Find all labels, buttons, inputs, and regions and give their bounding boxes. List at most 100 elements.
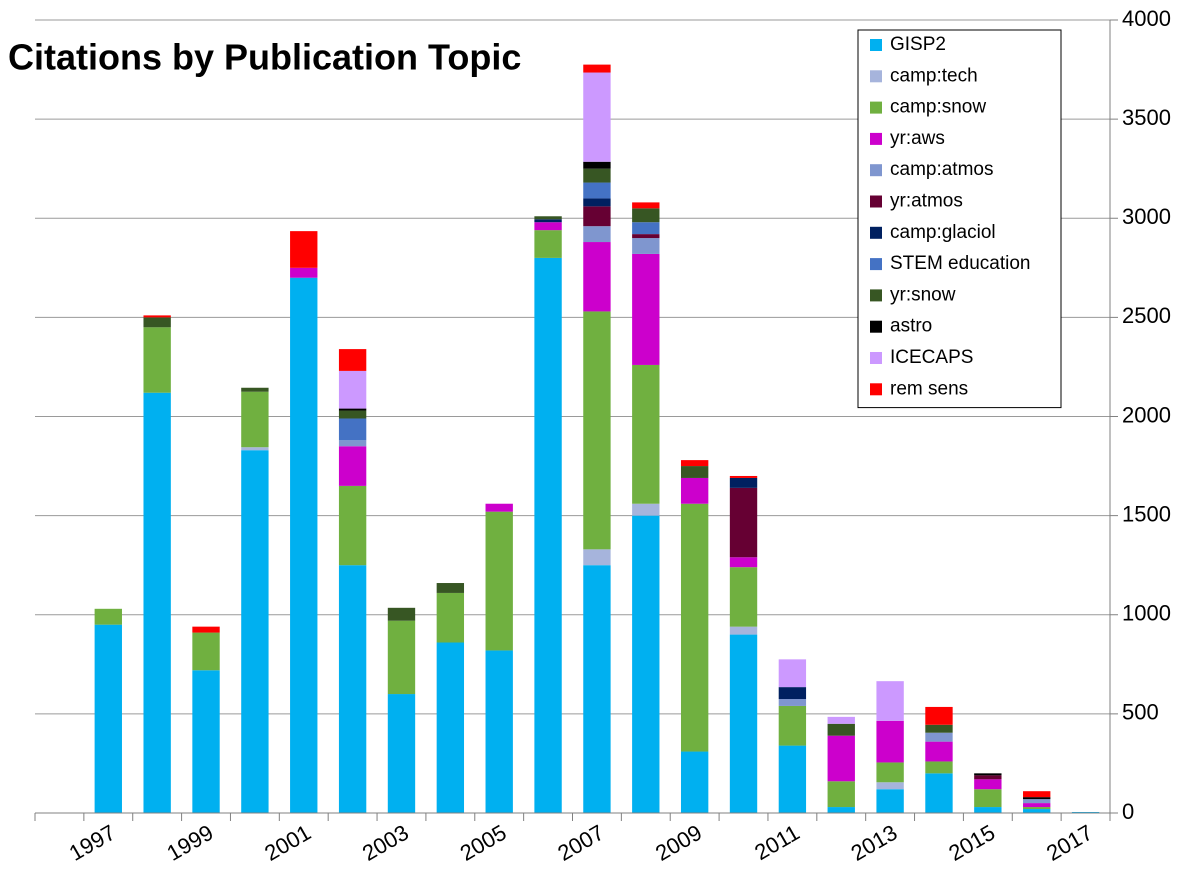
bar-segment [729, 475, 758, 478]
bar-segment [192, 632, 220, 671]
legend-swatch [870, 226, 882, 239]
bar-segment [729, 557, 758, 568]
bar-segment [583, 226, 611, 243]
legend-label: yr:aws [890, 128, 945, 149]
legend-label: STEM education [890, 253, 1030, 274]
bar-segment [778, 699, 807, 706]
bar-segment [1023, 791, 1051, 798]
bar-segment [778, 745, 807, 813]
bar-segment [876, 782, 904, 790]
legend-swatch [870, 101, 882, 114]
bar-segment [974, 807, 1002, 813]
bar-segment [143, 327, 171, 393]
bar-segment [485, 650, 513, 813]
bar-segment [534, 230, 562, 258]
legend-label: GISP2 [890, 34, 946, 55]
bar-segment [925, 724, 953, 733]
legend-label: yr:atmos [890, 191, 963, 212]
bar-segment [778, 687, 807, 700]
bar-segment [143, 315, 171, 318]
bar-segment [241, 387, 269, 392]
bar-segment [1023, 797, 1051, 800]
bar-segment [338, 349, 367, 371]
legend-label: camp:snow [890, 97, 986, 118]
bar-segment [827, 716, 855, 724]
x-tick-label: 2011 [750, 820, 803, 865]
bar-segment [632, 234, 660, 239]
bar-segment [827, 735, 855, 782]
bar-segment [925, 706, 953, 725]
bar-segment [680, 466, 709, 478]
legend-label: astro [890, 316, 932, 337]
bar-segment [827, 781, 855, 808]
bar-segment [680, 503, 709, 752]
y-tick-label: 4000 [1122, 6, 1171, 31]
bar-segment [583, 168, 611, 183]
bar-segment [632, 503, 660, 516]
legend-label: yr:snow [890, 284, 956, 305]
bar-segment [583, 206, 611, 227]
bar-segment [1023, 803, 1051, 808]
bar-segment [338, 370, 367, 409]
bar-segment [583, 161, 611, 169]
bar-segment [876, 681, 904, 721]
legend-swatch [870, 195, 882, 208]
y-tick-label: 2500 [1122, 303, 1171, 328]
bar-segment [1023, 809, 1051, 813]
bar-segment [387, 620, 416, 695]
bar-segment [583, 565, 611, 813]
x-tick-label: 1999 [163, 820, 218, 866]
bar-segment [974, 779, 1002, 790]
bar-segment [338, 410, 367, 419]
x-tick-label: 2009 [651, 820, 706, 866]
y-tick-label: 1000 [1122, 601, 1171, 626]
x-tick-label: 2013 [847, 820, 902, 866]
bar-segment [925, 773, 953, 813]
bar-segment [583, 242, 611, 312]
bar-segment [387, 607, 416, 621]
y-tick-label: 1500 [1122, 501, 1171, 526]
legend-swatch [870, 164, 882, 177]
bar-segment [827, 723, 855, 736]
bar-segment [241, 447, 269, 451]
legend-label: rem sens [890, 378, 968, 399]
bar-segment [436, 642, 465, 813]
bar-segment [876, 720, 904, 763]
bar-segment [632, 515, 660, 813]
bar-segment [583, 182, 611, 199]
bar-segment [632, 253, 660, 365]
bar-segment [778, 705, 807, 746]
legend-label: camp:glaciol [890, 222, 996, 243]
legend-swatch [870, 70, 882, 83]
bar-segment [1023, 799, 1051, 804]
bar-segment [94, 624, 122, 813]
bar-segment [436, 592, 465, 643]
x-tick-label: 2017 [1042, 820, 1097, 866]
bar-segment [338, 408, 367, 411]
x-tick-label: 2001 [260, 820, 315, 866]
bar-segment [876, 762, 904, 783]
bar-segment [680, 460, 709, 467]
bar-segment [338, 440, 367, 447]
y-tick-label: 0 [1122, 799, 1134, 824]
bar-segment [241, 391, 269, 448]
bar-segment [192, 626, 220, 633]
bar-segment [534, 222, 562, 231]
y-tick-label: 3000 [1122, 204, 1171, 229]
bar-segment [583, 311, 611, 550]
x-tick-label: 1997 [65, 820, 120, 866]
bar-segment [94, 608, 122, 625]
bar-segment [876, 789, 904, 813]
bar-segment [729, 487, 758, 558]
bar-segment [1023, 807, 1051, 810]
bar-segment [485, 511, 513, 651]
bar-segment [925, 761, 953, 774]
chart-title: Citations by Publication Topic [8, 37, 521, 78]
legend-swatch [870, 289, 882, 302]
bar-segment [778, 659, 807, 688]
bar-segment [974, 775, 1002, 780]
bar-segment [680, 477, 709, 504]
legend-label: ICECAPS [890, 347, 973, 368]
legend-swatch [870, 39, 882, 51]
bar-segment [632, 364, 660, 504]
